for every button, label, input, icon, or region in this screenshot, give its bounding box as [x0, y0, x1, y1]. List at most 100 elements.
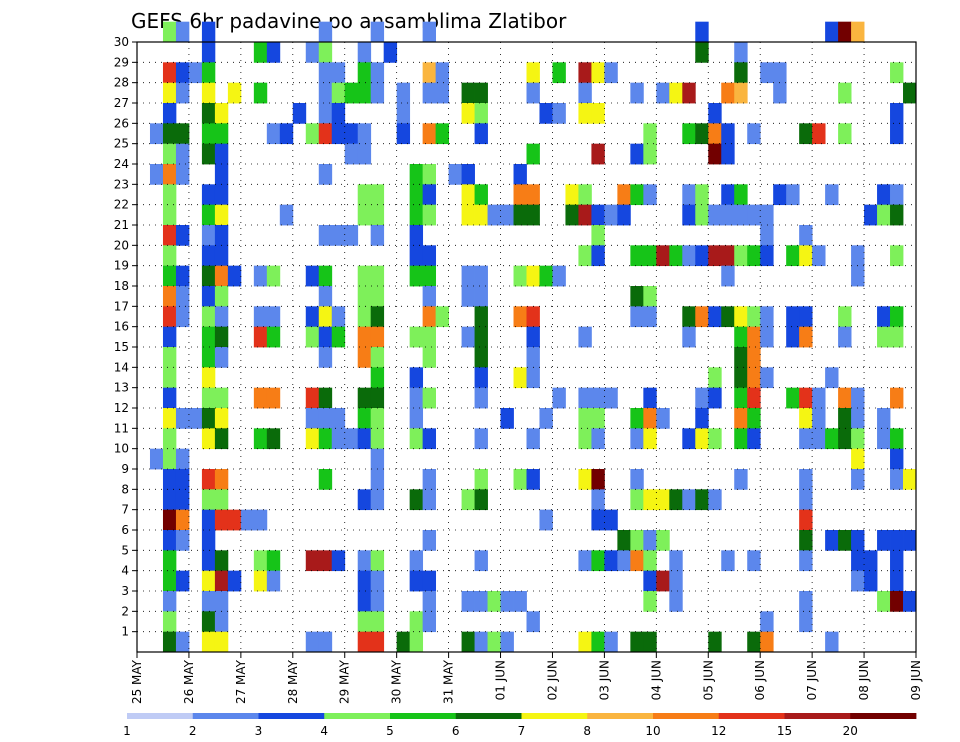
- y-tick-label: 15: [114, 340, 129, 354]
- heatmap-cell: [604, 204, 618, 226]
- heatmap-cell: [851, 448, 865, 470]
- heatmap-cell: [539, 408, 553, 429]
- heatmap-cell: [201, 265, 216, 287]
- heatmap-cell: [214, 509, 229, 531]
- heatmap-cell: [318, 631, 333, 653]
- heatmap-cell: [175, 82, 190, 104]
- heatmap-cell: [643, 184, 657, 206]
- chart-title: GEFS 6hr padavine po ansamblima Zlatibor: [131, 9, 567, 33]
- heatmap-cell: [162, 204, 177, 226]
- heatmap-cell: [162, 123, 177, 145]
- colorbar-label: 7: [518, 724, 526, 738]
- heatmap-cell: [214, 550, 229, 572]
- heatmap-cell: [799, 408, 813, 429]
- heatmap-cell: [344, 123, 359, 145]
- heatmap-cell: [695, 408, 709, 429]
- heatmap-cell: [422, 611, 437, 633]
- heatmap-cell: [591, 469, 605, 490]
- heatmap-cell: [201, 489, 216, 511]
- x-tick-label: 25 MAY: [130, 659, 144, 704]
- heatmap-cell: [604, 550, 618, 572]
- heatmap-cell: [331, 550, 346, 572]
- heatmap-cell: [370, 367, 385, 389]
- heatmap-cell: [422, 286, 437, 307]
- heatmap-cell: [656, 408, 670, 429]
- heatmap-cell: [526, 326, 540, 348]
- heatmap-cell: [877, 428, 891, 450]
- heatmap-cell: [162, 387, 177, 409]
- heatmap-cell: [890, 326, 904, 348]
- heatmap-cell: [201, 143, 216, 165]
- heatmap-cell: [747, 387, 761, 409]
- heatmap-cell: [734, 326, 748, 348]
- heatmap-cell: [747, 326, 761, 348]
- heatmap-cell: [799, 530, 813, 551]
- heatmap-cell: [370, 82, 385, 104]
- heatmap-cell: [201, 469, 216, 490]
- heatmap-cell: [682, 245, 696, 267]
- heatmap-cell: [799, 591, 813, 612]
- heatmap-cell: [435, 123, 449, 145]
- x-tick-label: 26 MAY: [182, 659, 196, 704]
- heatmap-cell: [409, 550, 424, 572]
- heatmap-cell: [266, 550, 281, 572]
- heatmap-cell: [383, 42, 398, 63]
- heatmap-cell: [201, 42, 216, 63]
- heatmap-cell: [825, 21, 839, 43]
- heatmap-cell: [851, 550, 865, 572]
- heatmap-cell: [643, 408, 657, 429]
- heatmap-cell: [435, 306, 449, 328]
- heatmap-cell: [630, 143, 644, 165]
- heatmap-cell: [630, 489, 644, 511]
- heatmap-cell: [318, 82, 333, 104]
- heatmap-cell: [591, 509, 605, 531]
- heatmap-cell: [526, 347, 540, 368]
- heatmap-cell: [708, 428, 722, 450]
- heatmap-cell: [162, 509, 177, 531]
- heatmap-cell: [162, 184, 177, 206]
- heatmap-cell: [201, 550, 216, 572]
- heatmap-cell: [422, 469, 437, 490]
- heatmap-cell: [318, 62, 333, 84]
- y-tick-label: 2: [121, 604, 129, 618]
- x-tick-label: 09 JUN: [909, 660, 923, 700]
- heatmap-cell: [851, 408, 865, 429]
- heatmap-cell: [331, 82, 346, 104]
- heatmap-cell: [422, 591, 437, 612]
- heatmap-cell: [604, 62, 618, 84]
- heatmap-cell: [162, 428, 177, 450]
- heatmap-cell: [409, 570, 424, 592]
- heatmap-cell: [643, 550, 657, 572]
- colorbar-swatch: [324, 713, 391, 719]
- heatmap-cell: [617, 530, 631, 551]
- heatmap-cell: [656, 530, 670, 551]
- heatmap-cell: [253, 550, 268, 572]
- heatmap-cell: [214, 326, 229, 348]
- heatmap-cell: [162, 286, 177, 307]
- heatmap-cell: [747, 631, 761, 653]
- heatmap-cell: [461, 631, 475, 653]
- heatmap-cell: [695, 489, 709, 511]
- heatmap-cell: [513, 184, 527, 206]
- heatmap-cell: [253, 326, 268, 348]
- heatmap-cell: [721, 204, 735, 226]
- y-tick-label: 21: [114, 218, 129, 232]
- colorbar-label: 6: [452, 724, 460, 738]
- heatmap-cell: [890, 530, 904, 551]
- heatmap-cell: [513, 164, 527, 185]
- heatmap-cell: [331, 103, 346, 124]
- heatmap-cells: [149, 21, 917, 653]
- heatmap-cell: [734, 428, 748, 450]
- heatmap-cell: [357, 306, 372, 328]
- heatmap-cell: [825, 367, 839, 389]
- heatmap-cell: [305, 387, 320, 409]
- heatmap-cell: [409, 408, 424, 429]
- heatmap-cell: [643, 245, 657, 267]
- heatmap-cell: [370, 387, 385, 409]
- heatmap-cell: [357, 550, 372, 572]
- heatmap-cell: [552, 265, 566, 287]
- y-axis: 1234567891011121314151617181920212223242…: [114, 35, 137, 639]
- colorbar-swatch: [718, 713, 785, 719]
- heatmap-cell: [214, 347, 229, 368]
- heatmap-cell: [318, 164, 333, 185]
